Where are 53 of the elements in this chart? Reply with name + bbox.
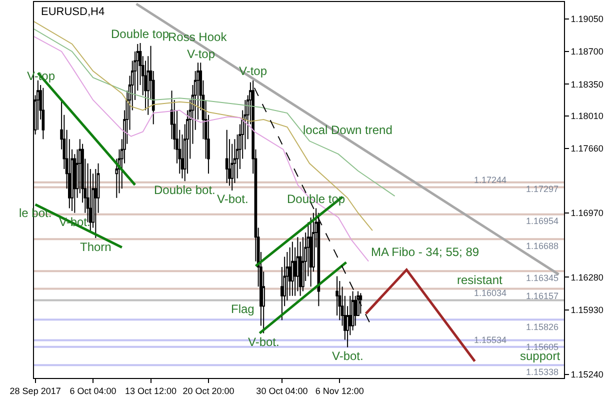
x-tick-label: 6 Oct 04:00 bbox=[70, 386, 116, 396]
ref-line-label: 1.16688 bbox=[526, 241, 559, 251]
annotation: support bbox=[520, 349, 561, 363]
candlestick bbox=[309, 217, 312, 288]
candlestick bbox=[296, 236, 300, 292]
annotation: V-top bbox=[239, 64, 268, 78]
ref-line-label: 1.17297 bbox=[526, 184, 559, 194]
annotation: Double top bbox=[111, 27, 170, 41]
ref-line-label: 1.15338 bbox=[526, 367, 559, 377]
candlestick bbox=[144, 60, 147, 111]
candlestick bbox=[42, 87, 45, 140]
x-tick-label: 6 Nov 12:00 bbox=[315, 386, 364, 396]
annotation: V-bot. bbox=[248, 335, 280, 349]
y-tick-label: 1.17660 bbox=[570, 144, 604, 154]
ref-line-label: 1.16157 bbox=[526, 291, 559, 301]
y-tick-label: 1.18010 bbox=[570, 110, 604, 121]
candlestick bbox=[225, 129, 228, 184]
x-tick-label: 13 Oct 12:00 bbox=[124, 386, 177, 396]
x-tick-label: 20 Oct 20:00 bbox=[182, 386, 234, 396]
annotation: MA Fibo - 34; 55; 89 bbox=[371, 245, 480, 259]
candlestick bbox=[230, 143, 234, 191]
annotation: resistant bbox=[457, 273, 504, 287]
y-tick-label: 1.15930 bbox=[570, 305, 604, 316]
ref-line-label: 1.17244 bbox=[474, 175, 507, 185]
x-tick-label: 30 Oct 04:00 bbox=[256, 386, 308, 396]
annotation: Thorn bbox=[80, 240, 112, 254]
candlestick bbox=[302, 236, 304, 292]
ref-line-label: 1.15534 bbox=[474, 335, 507, 345]
candlestick bbox=[291, 241, 294, 296]
annotation: Flag bbox=[231, 302, 254, 316]
annotation: V-top bbox=[187, 47, 216, 61]
ref-line-label: 1.15605 bbox=[526, 342, 559, 352]
ref-line-label: 1.16954 bbox=[526, 216, 559, 226]
y-tick-label: 1.19050 bbox=[570, 14, 604, 24]
annotation: V-bot. bbox=[217, 192, 248, 206]
annotation: Ross Hook bbox=[168, 30, 228, 44]
candlestick bbox=[359, 292, 362, 314]
candlestick bbox=[336, 276, 338, 316]
y-tick-label: 1.18700 bbox=[570, 46, 604, 57]
ref-line-label: 1.16345 bbox=[526, 273, 559, 283]
annotation: V-bot. bbox=[332, 349, 364, 363]
x-tick-label: 28 Sep 2017 bbox=[10, 386, 61, 396]
ref-line-label: 1.15826 bbox=[526, 322, 559, 332]
annotation: Double bot. bbox=[154, 183, 216, 197]
y-tick-label: 1.15240 bbox=[570, 369, 604, 380]
annotation: local Down trend bbox=[303, 123, 392, 137]
y-tick-label: 1.16280 bbox=[570, 272, 604, 282]
candlestick bbox=[298, 241, 302, 296]
y-tick-label: 1.18350 bbox=[570, 79, 604, 90]
ref-line-label: 1.16034 bbox=[474, 288, 507, 298]
y-tick-label: 1.16970 bbox=[570, 208, 604, 218]
candlestick bbox=[73, 154, 76, 214]
chart-title: EURUSD,H4 bbox=[41, 6, 105, 18]
